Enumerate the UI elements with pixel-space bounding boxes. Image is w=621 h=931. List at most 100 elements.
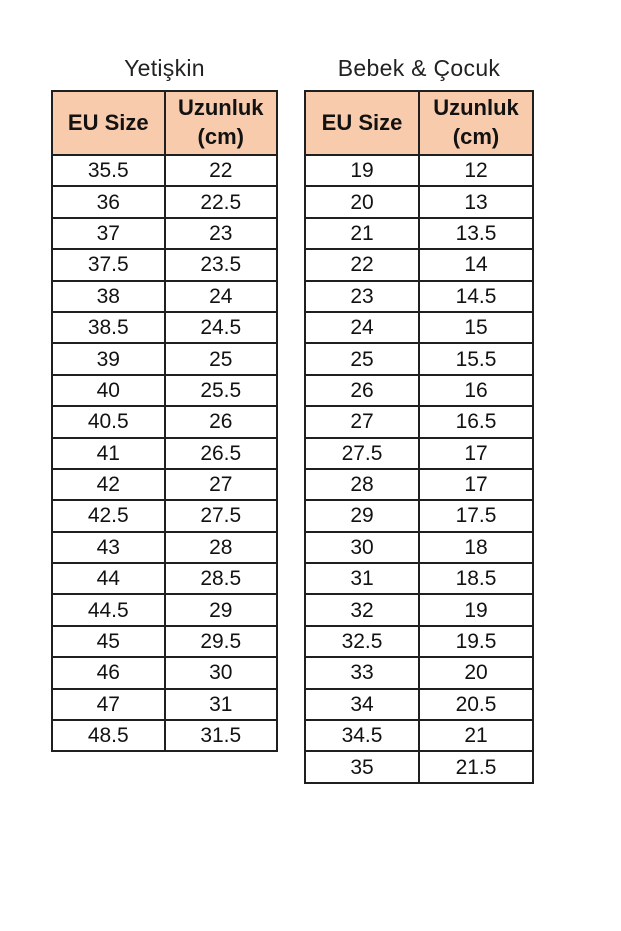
- eu-size-cell: 42: [51, 467, 166, 502]
- eu-size-cell: 44.5: [51, 593, 166, 627]
- eu-size-cell: 45: [51, 624, 166, 659]
- table-row: 39 25: [51, 342, 278, 376]
- eu-size-cell: 43: [51, 530, 166, 565]
- eu-size-cell: 27.5: [304, 436, 420, 470]
- table-row: 36 22.5: [51, 185, 278, 219]
- table-row: 30 18: [304, 530, 534, 565]
- table-row: 37.5 23.5: [51, 248, 278, 282]
- table-row: 45 29.5: [51, 624, 278, 659]
- length-cell: 21: [418, 719, 534, 753]
- table-row: 20 13: [304, 185, 534, 219]
- length-cell: 14.5: [418, 279, 534, 313]
- eu-size-cell: 20: [304, 185, 420, 219]
- eu-size-cell: 44: [51, 562, 166, 596]
- table-row: 43 28: [51, 530, 278, 565]
- length-cell: 21.5: [418, 750, 534, 784]
- eu-size-cell: 38: [51, 279, 166, 313]
- table-row: 38.5 24.5: [51, 310, 278, 345]
- length-cell: 16: [418, 373, 534, 408]
- length-cell: 17: [418, 436, 534, 470]
- header-row: EU Size Uzunluk (cm): [51, 90, 278, 156]
- eu-size-cell: 28: [304, 467, 420, 502]
- length-cell: 18: [418, 530, 534, 565]
- length-cell: 29: [163, 593, 278, 627]
- length-cell: 23.5: [163, 248, 278, 282]
- table-row: 19 12: [304, 153, 534, 188]
- table-row: 32 19: [304, 593, 534, 627]
- table-row: 40.5 26: [51, 405, 278, 439]
- length-cell: 16.5: [418, 405, 534, 439]
- table-row: 40 25.5: [51, 373, 278, 408]
- table-row: 42.5 27.5: [51, 499, 278, 533]
- length-column-header: Uzunluk (cm): [418, 90, 534, 156]
- table-row: 28 17: [304, 467, 534, 502]
- header-row: EU Size Uzunluk (cm): [304, 90, 534, 156]
- eu-size-cell: 46: [51, 656, 166, 690]
- adult-size-table: EU Size Uzunluk (cm) 35.5 22 36 22.5 37 23 37.5 2…: [51, 90, 278, 753]
- length-cell: 12: [418, 153, 534, 188]
- length-cell: 31: [163, 687, 278, 722]
- length-cell: 24: [163, 279, 278, 313]
- eu-size-cell: 35.5: [51, 153, 166, 188]
- length-cell: 29.5: [163, 624, 278, 659]
- table-row: 37 23: [51, 216, 278, 251]
- table-row: 38 24: [51, 279, 278, 313]
- length-cell: 26.5: [163, 436, 278, 470]
- length-cell: 17: [418, 467, 534, 502]
- length-cell: 27.5: [163, 499, 278, 533]
- table-row: 25 15.5: [304, 342, 534, 376]
- table-row: 47 31: [51, 687, 278, 722]
- eu-size-cell: 32: [304, 593, 420, 627]
- length-cell: 23: [163, 216, 278, 251]
- eu-size-cell: 34: [304, 687, 420, 722]
- eu-size-cell: 27: [304, 405, 420, 439]
- eu-size-cell: 42.5: [51, 499, 166, 533]
- table-row: 22 14: [304, 248, 534, 282]
- eu-size-cell: 47: [51, 687, 166, 722]
- eu-size-cell: 37: [51, 216, 166, 251]
- adult-size-section: Yetişkin EU Size Uzunluk (cm) 35.5 22 36 22.5…: [51, 54, 278, 753]
- length-cell: 15.5: [418, 342, 534, 376]
- eu-size-cell: 35: [304, 750, 420, 784]
- kids-size-section: Bebek & Çocuk EU Size Uzunluk (cm) 19 12 20 1…: [304, 54, 534, 784]
- table-row: 35 21.5: [304, 750, 534, 784]
- eu-size-cell: 24: [304, 310, 420, 345]
- table-row: 27 16.5: [304, 405, 534, 439]
- table-row: 31 18.5: [304, 562, 534, 596]
- length-cell: 25.5: [163, 373, 278, 408]
- table-row: 34.5 21: [304, 719, 534, 753]
- adult-table-title: Yetişkin: [124, 55, 205, 81]
- table-row: 48.5 31.5: [51, 719, 278, 753]
- length-cell: 17.5: [418, 499, 534, 533]
- length-cell: 27: [163, 467, 278, 502]
- table-row: 33 20: [304, 656, 534, 690]
- eu-size-cell: 37.5: [51, 248, 166, 282]
- eu-size-cell: 41: [51, 436, 166, 470]
- eu-size-cell: 22: [304, 248, 420, 282]
- eu-size-cell: 29: [304, 499, 420, 533]
- length-cell: 20: [418, 656, 534, 690]
- table-row: 44 28.5: [51, 562, 278, 596]
- table-row: 21 13.5: [304, 216, 534, 251]
- length-cell: 20.5: [418, 687, 534, 722]
- eu-size-cell: 48.5: [51, 719, 166, 753]
- length-cell: 18.5: [418, 562, 534, 596]
- table-row: 27.5 17: [304, 436, 534, 470]
- eu-size-cell: 31: [304, 562, 420, 596]
- eu-size-cell: 21: [304, 216, 420, 251]
- eu-size-cell: 32.5: [304, 624, 420, 659]
- eu-size-cell: 39: [51, 342, 166, 376]
- eu-size-cell: 40: [51, 373, 166, 408]
- kids-table-title: Bebek & Çocuk: [337, 55, 501, 81]
- table-row: 44.5 29: [51, 593, 278, 627]
- length-cell: 26: [163, 405, 278, 439]
- table-row: 42 27: [51, 467, 278, 502]
- kids-size-table: EU Size Uzunluk (cm) 19 12 20 13 21 13.5 22 14 23 1…: [304, 90, 534, 784]
- table-row: 35.5 22: [51, 153, 278, 188]
- length-cell: 19: [418, 593, 534, 627]
- length-cell: 30: [163, 656, 278, 690]
- table-row: 23 14.5: [304, 279, 534, 313]
- length-cell: 14: [418, 248, 534, 282]
- eu-size-column-header: EU Size: [304, 90, 420, 156]
